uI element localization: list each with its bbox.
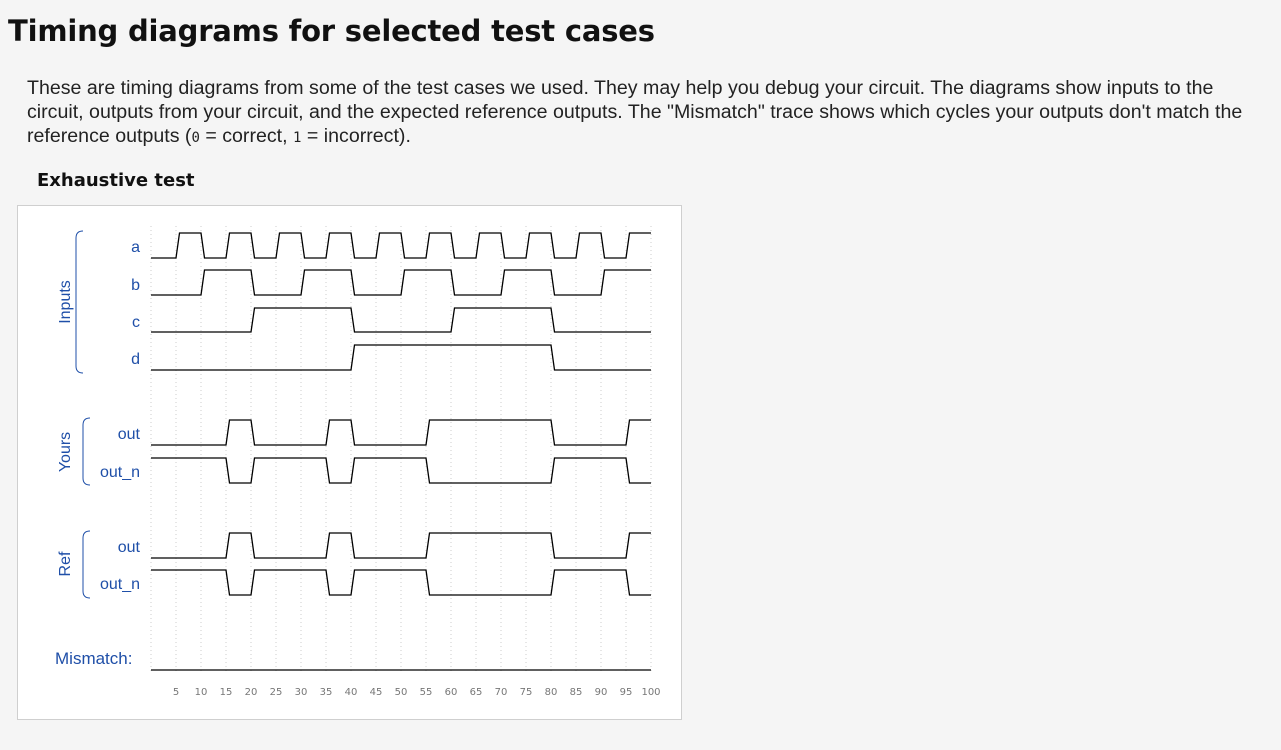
group-label-inputs: Inputs	[57, 280, 74, 324]
group-label-yours: Yours	[57, 432, 74, 472]
signal-label-c: c	[132, 314, 140, 331]
trace-yours-out	[151, 419, 651, 446]
intro-one: 1	[293, 130, 302, 146]
trace-ref-out	[151, 532, 651, 559]
time-tick-label: 5	[173, 687, 179, 698]
time-axis: 5 10 15 20 25 30 35 40 45 50 55 60 65 70 75 80 85 90 95 100	[173, 687, 661, 698]
intro-text-incorrect: = incorrect).	[301, 125, 411, 147]
time-tick-label: 15	[220, 687, 233, 698]
time-tick-label: 45	[370, 687, 383, 698]
time-tick-label: 90	[595, 687, 608, 698]
time-tick-label: 95	[620, 687, 633, 698]
signal-label-b: b	[131, 277, 140, 294]
ref-bracket	[82, 530, 91, 599]
time-grid	[150, 226, 652, 674]
trace-yours-out-n	[151, 457, 651, 484]
time-tick-label: 20	[245, 687, 258, 698]
time-tick-label: 70	[495, 687, 508, 698]
trace-b	[151, 269, 651, 296]
page-title: Timing diagrams for selected test cases	[8, 14, 655, 48]
signal-label-a: a	[131, 239, 140, 256]
time-tick-label: 60	[445, 687, 458, 698]
time-tick-label: 100	[641, 687, 660, 698]
time-tick-label: 40	[345, 687, 358, 698]
trace-ref-out-n	[151, 569, 651, 596]
group-label-ref: Ref	[57, 551, 74, 576]
time-tick-label: 50	[395, 687, 408, 698]
time-tick-label: 55	[420, 687, 433, 698]
timing-diagram: Inputs Yours Ref a b c d out out_n out o…	[17, 205, 682, 720]
trace-c	[151, 307, 651, 333]
time-tick-label: 65	[470, 687, 483, 698]
time-tick-label: 30	[295, 687, 308, 698]
signal-label-yours-out: out	[118, 426, 141, 443]
mismatch-label: Mismatch:	[55, 649, 132, 668]
time-tick-label: 80	[545, 687, 558, 698]
intro-paragraph: These are timing diagrams from some of t…	[27, 76, 1272, 150]
intro-text: These are timing diagrams from some of t…	[27, 77, 1243, 147]
inputs-bracket	[75, 230, 84, 374]
yours-bracket	[82, 417, 91, 486]
signal-label-d: d	[131, 351, 140, 368]
intro-zero: 0	[191, 130, 200, 146]
trace-a	[151, 232, 651, 259]
time-tick-label: 10	[195, 687, 208, 698]
time-tick-label: 25	[270, 687, 283, 698]
time-tick-label: 85	[570, 687, 583, 698]
signal-label-yours-out-n: out_n	[100, 464, 140, 481]
signal-label-ref-out: out	[118, 539, 141, 556]
time-tick-label: 35	[320, 687, 333, 698]
intro-text-correct: = correct,	[199, 125, 294, 147]
trace-d	[151, 344, 651, 371]
time-tick-label: 75	[520, 687, 533, 698]
test-case-title: Exhaustive test	[37, 170, 195, 191]
timing-diagram-svg: Inputs Yours Ref a b c d out out_n out o…	[55, 226, 661, 698]
signal-label-ref-out-n: out_n	[100, 576, 140, 593]
